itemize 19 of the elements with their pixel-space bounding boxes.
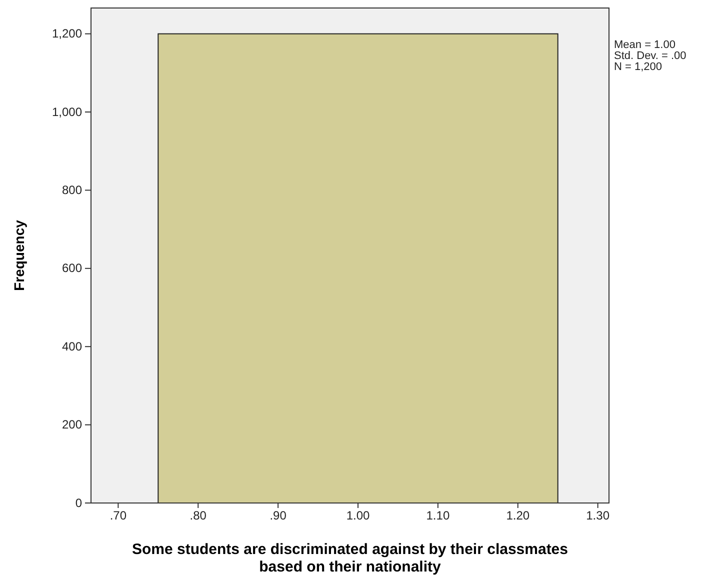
x-tick-label: .80 [190,508,207,523]
x-tick-label: 1.10 [426,508,450,523]
text: Std. Dev. = .00 [614,50,686,62]
y-tick-label: 600 [62,261,82,276]
x-tick-label: 1.00 [346,508,370,523]
y-tick-label: 400 [62,339,82,354]
x-tick-label: .70 [110,508,127,523]
y-tick-label: 1,000 [52,104,82,119]
text: Mean = 1.00 [614,39,676,51]
y-tick-label: 0 [75,496,82,510]
x-axis-title: Some students are discriminated against by their classmates based on their nationality [132,541,568,576]
y-tick-label: 800 [62,183,82,198]
x-tick-label: 1.30 [586,508,610,523]
y-axis-title: Frequency [11,220,27,291]
x-tick-label: .90 [270,508,287,523]
y-tick-label: 1,200 [52,26,82,41]
y-tick-label: 200 [62,418,82,432]
text: N = 1,200 [614,61,662,73]
x-tick-label: 1.20 [506,508,530,523]
